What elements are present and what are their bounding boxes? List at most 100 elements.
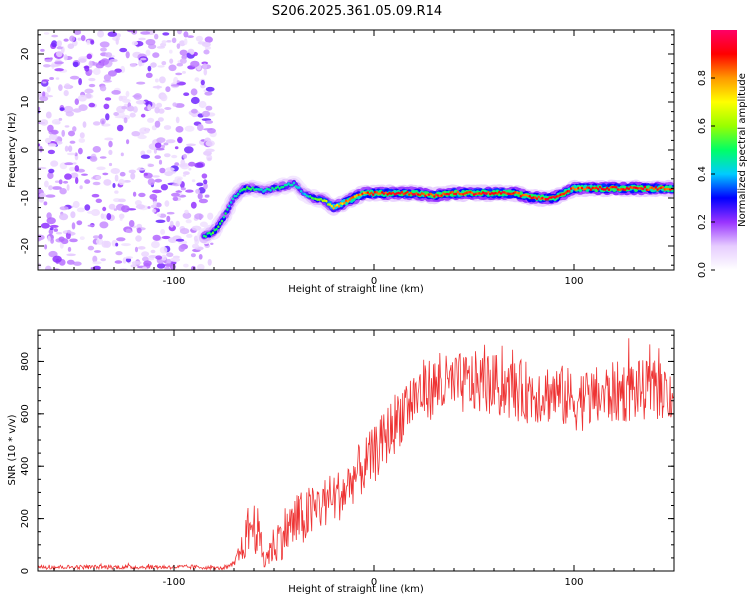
ridge-mark [498, 190, 501, 194]
noise-blob [82, 121, 87, 128]
noise-blob [89, 156, 98, 162]
noise-blob [118, 198, 126, 203]
ridge-mark [345, 199, 348, 202]
ridge-mark [399, 192, 402, 195]
noise-blob [64, 125, 70, 128]
noise-blob [99, 221, 109, 229]
noise-blob [154, 178, 163, 183]
noise-blob [156, 102, 163, 108]
noise-blob [80, 35, 86, 42]
ridge-mark [224, 212, 227, 215]
noise-blob [165, 86, 171, 93]
ridge-mark [530, 196, 533, 200]
ridge-mark [573, 188, 576, 191]
noise-blob [147, 65, 152, 72]
noise-blob [160, 94, 168, 102]
ridge-mark [467, 191, 470, 194]
noise-blob [92, 265, 101, 270]
noise-blob [159, 246, 168, 254]
ridge-mark [364, 191, 368, 195]
ridge-mark [606, 186, 609, 190]
noise-blob [154, 106, 160, 114]
noise-blob [123, 180, 131, 183]
ridge-mark [301, 192, 305, 195]
ridge-mark [607, 188, 611, 191]
ridge-mark [534, 196, 537, 199]
ridge-mark [287, 182, 290, 185]
ridge-mark [658, 187, 661, 190]
ridge-mark [557, 194, 560, 198]
noise-blob [156, 263, 166, 269]
noise-blob [178, 244, 186, 252]
noise-blob [205, 120, 213, 124]
ridge-mark [213, 228, 216, 232]
noise-blob [88, 102, 96, 108]
noise-blob [197, 123, 204, 132]
ridge-mark [429, 192, 432, 196]
ridge-mark [463, 192, 467, 195]
noise-blob [45, 265, 52, 270]
ridge-mark [271, 186, 274, 190]
noise-blob [97, 30, 105, 38]
ridge-mark [642, 187, 645, 191]
noise-blob [138, 59, 143, 67]
noise-blob [171, 154, 178, 159]
noise-blob [172, 196, 179, 201]
noise-blob [108, 203, 116, 210]
ridge-mark [487, 191, 490, 194]
ridge-mark [303, 192, 306, 196]
noise-blob [188, 167, 192, 171]
noise-blob [65, 232, 71, 240]
noise-blob [103, 80, 112, 83]
noise-blob [38, 166, 47, 170]
noise-blob [38, 143, 41, 147]
noise-blob [47, 143, 57, 148]
ridge-mark [222, 215, 225, 219]
ridge-mark [285, 183, 288, 187]
ridge-mark [373, 190, 377, 194]
snr-series-line [38, 338, 674, 571]
ridge-mark [418, 193, 422, 197]
noise-blob [67, 246, 72, 252]
ridge-mark [539, 197, 542, 201]
ridge-mark [265, 187, 269, 191]
noise-blob [73, 261, 82, 266]
noise-blob [119, 47, 128, 53]
noise-blob [161, 254, 167, 261]
ridge-mark [568, 189, 571, 193]
noise-blob [64, 145, 69, 152]
noise-blob [108, 149, 113, 155]
noise-blob [165, 139, 176, 144]
ridge-mark [296, 186, 299, 189]
noise-blob [135, 100, 146, 105]
ridge-mark [215, 227, 218, 231]
ridge-mark [654, 186, 657, 189]
ridge-mark [640, 187, 643, 190]
ridge-mark [359, 193, 362, 197]
ridge-mark [631, 186, 634, 189]
noise-blob [86, 39, 91, 45]
y-tick-label: 400 [20, 457, 31, 476]
ridge-mark [541, 196, 544, 200]
spectrogram-x-label: Height of straight line (km) [288, 284, 424, 295]
ridge-mark [337, 205, 341, 208]
ridge-mark [361, 192, 364, 196]
noise-blob [171, 37, 177, 44]
noise-blob [64, 83, 71, 90]
noise-blob [72, 126, 77, 132]
noise-blob [137, 246, 146, 250]
ridge-mark [436, 194, 440, 197]
ridge-mark [649, 186, 652, 189]
noise-blob [140, 154, 150, 159]
noise-blob [161, 40, 167, 44]
noise-blob [114, 190, 119, 194]
noise-blob [143, 260, 152, 267]
ridge-mark [346, 199, 350, 203]
ridge-mark [431, 194, 434, 197]
noise-blob [114, 260, 123, 264]
x-tick-label: -100 [163, 276, 186, 287]
noise-blob [69, 75, 80, 80]
noise-blob [186, 143, 196, 147]
ridge-mark [417, 193, 420, 196]
